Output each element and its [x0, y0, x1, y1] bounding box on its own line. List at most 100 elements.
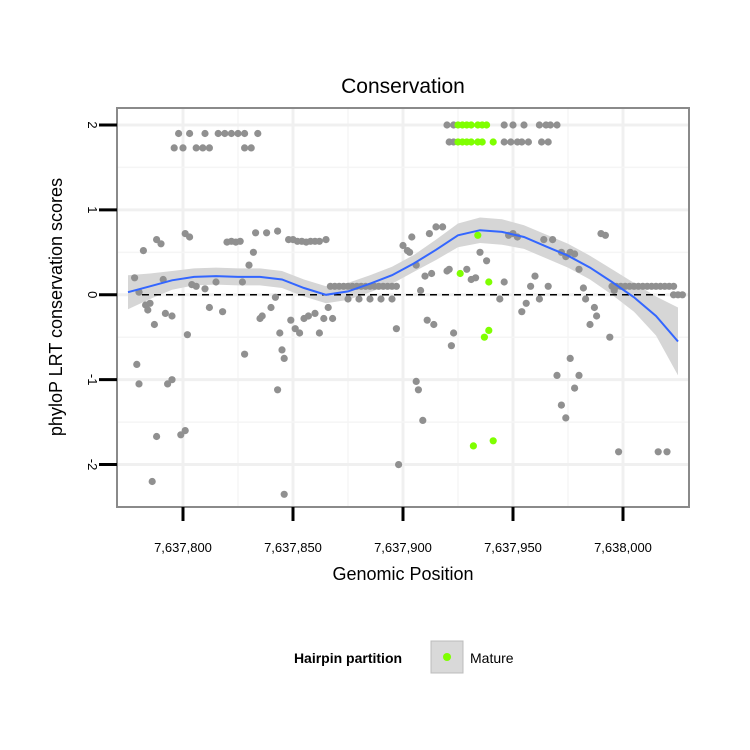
x-tick-label: 7,637,950 — [484, 540, 542, 555]
other-point — [395, 461, 403, 469]
other-point — [245, 261, 253, 269]
other-point — [271, 293, 279, 301]
other-point — [447, 342, 455, 350]
other-point — [377, 295, 385, 303]
other-point — [181, 427, 189, 435]
other-point — [274, 227, 282, 235]
other-point — [267, 303, 275, 312]
other-point — [170, 144, 178, 152]
other-point — [575, 265, 583, 273]
other-point — [443, 121, 451, 129]
other-point — [549, 236, 557, 244]
other-point — [201, 285, 209, 293]
smooth-line — [127, 229, 679, 343]
other-point — [417, 286, 425, 295]
other-point — [148, 477, 156, 486]
x-tick-label: 7,637,900 — [374, 540, 432, 555]
other-point — [131, 274, 139, 282]
other-point — [150, 320, 158, 329]
other-point — [161, 309, 169, 317]
other-point — [472, 274, 480, 282]
other-point — [518, 138, 526, 146]
legend-mature-marker — [443, 653, 451, 661]
other-point — [571, 384, 579, 392]
other-point — [606, 333, 614, 341]
other-point — [496, 295, 504, 303]
x-tick-label: 7,638,000 — [594, 540, 652, 555]
y-tick-label: 2 — [85, 121, 100, 128]
other-point — [601, 231, 610, 239]
other-point — [586, 320, 594, 329]
other-point — [654, 448, 662, 456]
other-point — [439, 223, 447, 231]
other-point — [186, 233, 194, 241]
other-point — [535, 295, 544, 303]
mature-point — [469, 442, 477, 450]
other-point — [582, 295, 590, 303]
other-point — [535, 121, 544, 129]
other-point — [483, 257, 491, 265]
other-point — [153, 432, 161, 441]
other-point — [500, 278, 508, 286]
mature-point — [485, 326, 493, 334]
other-point — [520, 121, 528, 129]
other-point — [236, 237, 244, 245]
other-point — [527, 282, 535, 290]
other-point — [425, 230, 433, 238]
other-point — [241, 144, 249, 152]
other-point — [428, 269, 436, 278]
other-point — [315, 329, 323, 337]
other-point — [291, 325, 299, 333]
other-point — [450, 329, 458, 337]
other-point — [146, 299, 154, 307]
other-point — [168, 376, 176, 384]
mature-point — [483, 121, 491, 129]
other-point — [241, 350, 249, 358]
other-point — [201, 129, 209, 138]
other-point — [355, 295, 363, 303]
other-point — [280, 354, 288, 362]
x-tick-label: 7,637,850 — [264, 540, 322, 555]
other-point — [199, 144, 207, 152]
gridlines — [118, 109, 688, 506]
other-point — [524, 138, 533, 146]
y-axis-label: phyloP LRT conservation scores — [46, 178, 66, 436]
other-point — [500, 138, 508, 146]
other-point — [139, 247, 147, 255]
other-point — [557, 401, 566, 409]
other-point — [421, 272, 429, 280]
chart-title: Conservation — [341, 75, 465, 98]
other-point — [423, 316, 431, 324]
other-point — [463, 265, 471, 273]
mature-point — [480, 333, 488, 341]
x-axis-label: Genomic Position — [332, 564, 473, 584]
other-point — [192, 282, 200, 290]
other-point — [663, 448, 671, 456]
other-point — [553, 121, 561, 129]
other-point — [392, 325, 400, 333]
axes: 7,637,800 7,637,850 7,637,900 7,637,950 7,63… — [85, 121, 652, 555]
other-point — [144, 306, 152, 314]
other-point — [205, 303, 213, 312]
other-point — [615, 448, 623, 456]
other-point — [276, 329, 284, 337]
y-tick-label: 1 — [85, 206, 100, 213]
other-point — [562, 414, 570, 422]
mature-point — [467, 138, 475, 146]
x-tick-label: 7,637,800 — [154, 540, 212, 555]
other-point — [234, 129, 242, 138]
other-point — [205, 144, 213, 152]
other-point — [399, 241, 407, 250]
other-point — [575, 371, 583, 379]
other-point — [247, 144, 255, 152]
other-point — [518, 308, 526, 316]
other-point — [168, 312, 176, 320]
other-point — [430, 320, 438, 329]
other-point — [179, 144, 187, 152]
other-point — [553, 371, 561, 379]
mature-point — [489, 138, 497, 146]
other-point — [221, 129, 229, 138]
other-point — [392, 282, 400, 290]
other-point — [304, 312, 312, 320]
